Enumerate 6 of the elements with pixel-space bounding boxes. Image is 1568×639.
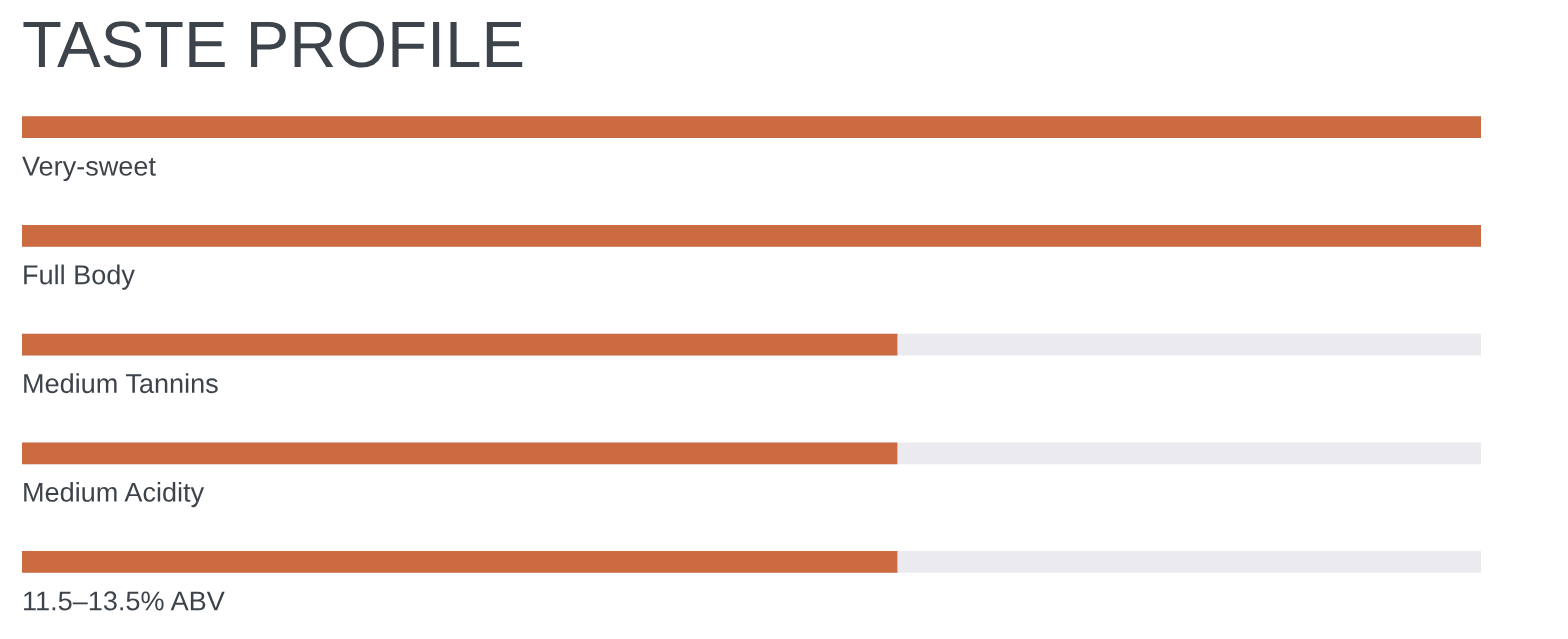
y-tick-label: Full Body [24,264,135,290]
y-tick-label: Medium Tannins [24,373,218,394]
chart-title: TASTE PROFILE [23,21,523,68]
y-tick-label: Very-sweet [22,156,156,182]
y-tick-label: 11.5–13.5% ABV [24,591,225,611]
y-tick-label: Medium Acidity [24,481,205,508]
